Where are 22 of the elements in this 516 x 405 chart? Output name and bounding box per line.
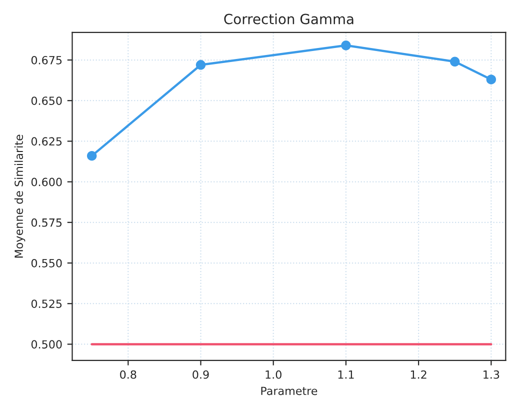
point (196, 60, 206, 70)
x-tick-label: 1.3 (484, 370, 500, 379)
y-tick-label: 0.575 (31, 218, 62, 227)
x-tick-label: 1.2 (410, 370, 426, 379)
y-tick-label: 0.600 (31, 178, 62, 186)
y-axis-title: Moyenne de Similarite (14, 134, 26, 258)
point (450, 56, 460, 66)
chart-title: Correction Gamma (224, 14, 354, 24)
y-tick-label: 0.650 (31, 96, 62, 105)
point (86, 150, 97, 161)
x-tick-label: 1.0 (266, 370, 282, 379)
x-tick-label: 0.8 (120, 370, 136, 379)
point (486, 74, 496, 84)
y-tick-label: 0.550 (31, 258, 62, 268)
point (341, 40, 351, 50)
y-tick-label: 0.675 (31, 56, 62, 64)
y-tick-label: 0.500 (31, 340, 62, 349)
y-tick-label: 0.525 (31, 300, 62, 308)
x-tick-label: 0.9 (192, 370, 209, 379)
x-tick-label: 1.1 (338, 370, 354, 379)
x-axis-title: Parametre (261, 386, 318, 396)
y-tick-label: 0.625 (31, 137, 62, 146)
